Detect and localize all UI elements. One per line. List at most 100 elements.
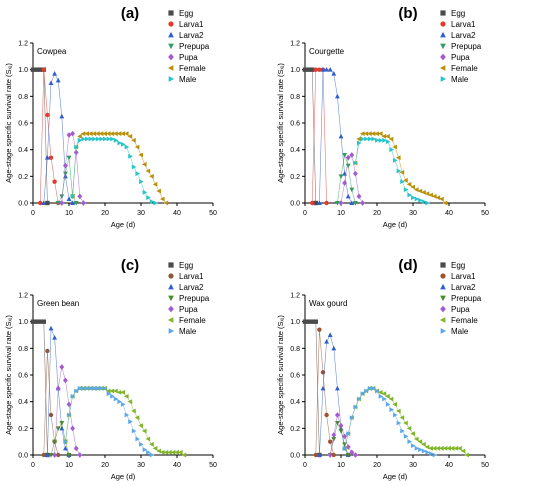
legend-marker [440,21,446,27]
data-point [421,441,426,447]
data-point [41,319,46,324]
legend-label: Pupa [451,305,470,314]
y-tick-label: 1.2 [290,41,300,48]
data-point [352,452,358,458]
data-point [360,136,366,142]
data-point [442,445,448,451]
data-point [113,388,118,394]
legend-marker [440,10,446,16]
legend-label: Female [451,316,478,325]
data-point [395,155,401,161]
legend-label: Prepupa [179,42,210,51]
data-point [392,401,397,407]
data-point [146,449,151,455]
data-point [389,407,395,413]
y-tick-label: 0.6 [290,373,300,380]
data-point [381,133,387,139]
data-point [371,136,377,142]
legend-label: Larva2 [451,283,476,292]
y-tick-label: 0.0 [18,201,28,208]
legend-label: Larva2 [179,283,204,292]
data-point [302,319,308,324]
data-point [331,432,337,438]
y-tick-label: 0.0 [18,453,28,460]
data-point [48,453,54,458]
data-point [449,445,455,451]
y-axis-label: Age-stage specific survival rate (Sₓⱼ) [276,63,285,183]
data-point [110,136,115,142]
data-point [364,136,369,142]
data-point [128,153,133,159]
legend-marker [167,317,174,323]
data-point [77,133,82,139]
legend-label: Larva1 [451,272,476,281]
y-tick-label: 0.2 [18,426,28,433]
y-tick-label: 0.4 [290,147,300,154]
data-point [446,445,451,451]
panel-label: (a) [121,5,139,22]
data-point [55,385,61,392]
series-larva2 [316,67,355,205]
series-female [62,385,187,458]
data-point [302,67,308,72]
data-point [127,133,133,139]
legend-label: Larva2 [179,31,204,40]
y-tick-label: 1.2 [18,41,28,48]
series-male [63,385,155,458]
legend-marker [439,65,446,71]
data-point [77,193,83,200]
data-point [145,168,151,174]
data-point [163,449,169,455]
data-point [70,200,76,205]
x-tick-label: 50 [481,462,489,469]
data-point [417,439,423,445]
data-point [52,179,57,184]
data-point [327,332,333,337]
legend-label: Larva2 [451,31,476,40]
x-tick-label: 20 [101,210,109,217]
data-point [324,412,329,418]
legend-label: Egg [179,9,193,18]
data-point [411,443,416,449]
data-point [385,133,390,139]
data-point [364,388,369,394]
x-tick-label: 50 [481,210,489,217]
chart-title: Courgette [309,47,345,56]
data-point [411,195,416,201]
data-point [59,113,65,119]
data-point [392,144,397,150]
legend-label: Prepupa [179,294,210,303]
data-point [95,136,101,142]
data-point [88,385,94,391]
data-point [414,196,420,202]
data-point [131,164,137,170]
data-point [406,425,412,431]
x-tick-label: 10 [65,210,73,217]
data-point [313,67,318,72]
data-point [106,136,112,142]
data-point [421,199,427,205]
data-point [356,136,361,142]
legend-marker [440,76,447,82]
legend-marker [168,328,175,334]
data-point [159,196,165,202]
data-point [424,191,430,197]
data-point [135,436,141,442]
data-point [334,385,340,391]
data-point [388,396,394,402]
data-point [149,199,155,205]
x-axis-label: Age (d) [111,472,136,481]
data-point [431,193,437,199]
data-point [146,195,151,201]
data-point [77,385,83,391]
data-point [317,67,322,72]
data-point [120,389,125,395]
data-point [316,452,322,457]
data-point [349,415,355,421]
legend-label: Egg [451,261,465,270]
data-point [45,112,50,118]
data-point [77,137,83,143]
data-point [356,193,362,200]
series-line [50,422,70,456]
data-point [403,187,409,193]
